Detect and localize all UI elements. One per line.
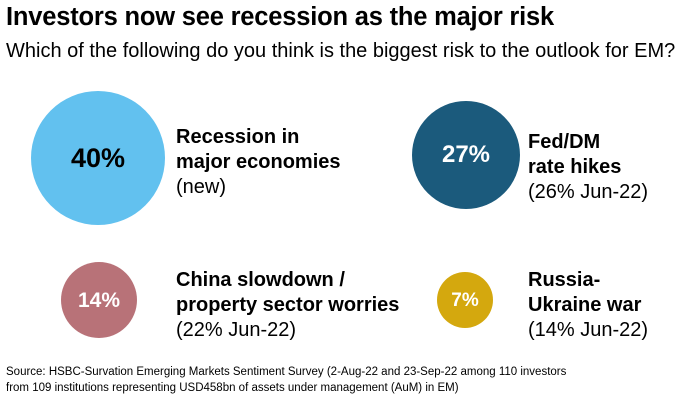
chart-title: Investors now see recession as the major… [6,3,555,31]
label-china-line2: property sector worries [176,294,400,316]
label-fed-dm-note: (26% Jun-22) [528,181,649,203]
bubble-value-china: 14% [77,288,121,312]
source-line-2: from 109 institutions representing USD45… [6,382,459,394]
label-recession-line1: Recession in [176,126,300,148]
bubble-fed-dm: 27% [412,101,520,209]
source-line-1: Source: HSBC-Survation Emerging Markets … [6,366,567,378]
bubble-value-russia-ukraine: 7% [451,289,479,311]
bubble-recession: 40% [31,91,165,225]
label-china-note: (22% Jun-22) [176,319,297,341]
chart-subtitle: Which of the following do you think is t… [6,40,676,62]
label-recession-note: (new) [176,176,227,198]
label-recession: Recession in major economies (new) [176,125,341,200]
label-fed-dm-line1: Fed/DM [528,131,601,153]
bubble-value-fed-dm: 27% [441,141,491,168]
bubble-china: 14% [61,262,137,338]
bubble-value-recession: 40% [70,142,126,173]
bubble-russia-ukraine: 7% [437,272,493,328]
label-fed-dm-line2: rate hikes [528,156,622,178]
label-russia-ukraine-line1: Russia- [528,269,601,291]
source-note: Source: HSBC-Survation Emerging Markets … [6,364,566,396]
label-china: China slowdown / property sector worries… [176,268,399,343]
label-russia-ukraine-note: (14% Jun-22) [528,319,649,341]
label-russia-ukraine-line2: Ukraine war [528,294,642,316]
label-fed-dm: Fed/DM rate hikes (26% Jun-22) [528,130,648,205]
label-china-line1: China slowdown / [176,269,345,291]
label-recession-line2: major economies [176,151,341,173]
label-russia-ukraine: Russia- Ukraine war (14% Jun-22) [528,268,648,343]
